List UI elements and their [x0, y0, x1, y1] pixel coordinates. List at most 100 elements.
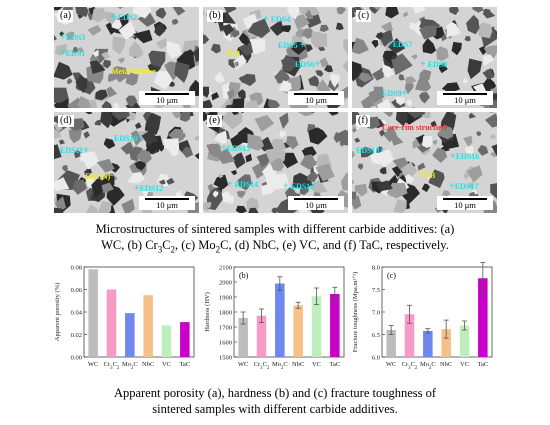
bar: [330, 294, 340, 357]
x-tick-label: NbC: [292, 361, 304, 368]
eds-marker: EDS6+: [295, 59, 321, 70]
panel-label: (e): [207, 115, 223, 127]
x-tick-label: Cr3C2: [402, 361, 418, 371]
x-tick-label: WC: [386, 361, 396, 368]
bar: [256, 315, 267, 357]
micrograph-e: (e) +EDS15 + EDS14 + EDS13 10 μm: [203, 112, 348, 213]
caption-line: sintered samples with different carbide …: [152, 402, 398, 416]
bar: [293, 305, 303, 357]
bar: [106, 289, 117, 357]
x-tick-label: NbC: [440, 361, 452, 368]
eds-marker: EDS5 +: [278, 40, 306, 51]
eds-marker: +EDS16: [450, 151, 480, 162]
bar: [478, 278, 488, 357]
scale-bar: 10 μm: [139, 91, 195, 105]
chart-fracture-toughness: 6.0 6.5 7.0 7.5 8.0 Fracture toughness (Mpa.m…: [348, 259, 498, 384]
x-tick-label: Cr3C2: [254, 361, 270, 371]
bar: [275, 283, 285, 357]
plot-frame: [233, 266, 345, 358]
eds-marker: + EDS2: [110, 12, 138, 23]
y-tick-label: 1800: [219, 310, 232, 317]
y-tick-label: 1500: [219, 355, 232, 362]
x-tick-label: Mo2C: [122, 361, 138, 371]
eds-marker: +EDS17: [449, 181, 479, 192]
y-axis-label: Fracture toughness (Mpa.m¹ᐟ²): [352, 272, 359, 352]
y-tick-label: 0.00: [71, 355, 82, 362]
caption-line: Microstructures of sintered samples with…: [95, 222, 455, 236]
y-tick-label: 7.0: [372, 310, 380, 317]
bar: [161, 325, 172, 357]
x-tick-label: VC: [162, 361, 171, 368]
caption-microstructures: Microstructures of sintered samples with…: [0, 221, 550, 258]
scale-bar: 10 μm: [288, 196, 344, 210]
bar: [459, 325, 470, 357]
chart-svg: 1500 1600 1700 1800 1900 2000 2100 Hardness (HV…: [204, 265, 345, 371]
bar: [88, 269, 98, 357]
y-axis-label: Hardness (HV): [204, 292, 211, 332]
caption-properties: Apparent porosity (a), hardness (b) and …: [0, 385, 550, 417]
eds-marker: +EDS3: [60, 32, 86, 43]
x-tick-label: WC: [238, 361, 248, 368]
plot-frame: [381, 266, 493, 358]
eds-marker: +EDS12: [134, 183, 164, 194]
chart-svg: 6.0 6.5 7.0 7.5 8.0 Fracture toughness (Mpa.m…: [352, 262, 493, 371]
x-tick-label: Mo2C: [420, 361, 436, 371]
y-axis-label: Apparent porosity (%): [54, 283, 61, 341]
scale-bar: 10 μm: [139, 196, 195, 210]
micrograph-b: (b) + EDS4 EDS5 + EDS6+ Ti₂B 10 μm: [203, 7, 348, 108]
bar: [386, 330, 396, 357]
panel-label: (a): [58, 10, 74, 22]
x-tick-label: VC: [312, 361, 321, 368]
x-tick-label: TaC: [329, 361, 340, 368]
eds-marker: + EDS8: [420, 59, 448, 70]
phase-annotation: Ti₂B: [420, 171, 436, 180]
chart-panel-label: (c): [387, 271, 396, 280]
scale-bar: 10 μm: [437, 196, 493, 210]
phase-annotation: Ti₂B: [225, 49, 241, 58]
bar: [404, 314, 415, 357]
micrograph-a: (a) + EDS2 +EDS3 +EDS1 Metal binder 10 μ…: [54, 7, 199, 108]
x-tick-label: NbC: [142, 361, 154, 368]
y-tick-label: 1600: [219, 340, 232, 347]
y-tick-label: 0.02: [71, 332, 82, 339]
chart-apparent-porosity: 0.00 0.02 0.04 0.06 0.08 Apparent porosity (%…: [50, 259, 200, 384]
panel-label: (d): [58, 115, 74, 127]
y-tick-label: 6.0: [372, 355, 380, 362]
caption-line: WC, (b) Cr3C2, (c) Mo2C, (d) NbC, (e) VC…: [101, 238, 449, 255]
micrograph-f: (f) Core-rim structure EDS18+ +EDS16 +ED…: [352, 112, 497, 213]
eds-marker: EDS10+: [114, 133, 144, 144]
x-tick-label: TaC: [179, 361, 190, 368]
y-tick-label: 2100: [219, 265, 232, 272]
panel-label: (c): [356, 10, 372, 22]
y-tick-label: 0.08: [71, 265, 82, 272]
eds-marker: + EDS4: [263, 14, 291, 25]
eds-marker: EDS11+: [60, 145, 89, 156]
bar: [238, 318, 248, 357]
scale-bar: 10 μm: [288, 91, 344, 105]
phase-annotation: Metal binder: [111, 67, 156, 76]
chart-panel-label: (b): [239, 271, 249, 280]
phase-annotation: Ti(C,N): [84, 172, 111, 181]
micrograph-c: (c) +EDS7 + EDS8 EDS9+ 10 μm: [352, 7, 497, 108]
eds-marker: + EDS14: [227, 179, 259, 190]
chart-hardness: 1500 1600 1700 1800 1900 2000 2100 Hardness (HV…: [200, 259, 348, 384]
microstructure-figure: (a) + EDS2 +EDS3 +EDS1 Metal binder 10 μ…: [54, 7, 497, 213]
bar: [423, 330, 433, 357]
y-tick-label: 0.06: [71, 287, 83, 294]
bar: [125, 313, 135, 357]
bar: [441, 329, 451, 357]
y-tick-label: 0.04: [71, 310, 83, 317]
panel-label: (f): [356, 115, 370, 127]
bar: [311, 296, 322, 357]
scale-bar: 10 μm: [437, 91, 493, 105]
y-tick-label: 1900: [219, 295, 232, 302]
panel-label: (b): [207, 10, 223, 22]
x-tick-label: TaC: [477, 361, 488, 368]
y-tick-label: 2000: [219, 280, 232, 287]
eds-marker: EDS9+: [382, 88, 408, 99]
eds-marker: +EDS1: [60, 48, 86, 59]
eds-marker: + EDS13: [283, 181, 315, 192]
micrograph-d: (d) EDS10+ EDS11+ +EDS12 Ti(C,N) 10 μm: [54, 112, 199, 213]
x-tick-label: Mo2C: [272, 361, 288, 371]
chart-svg: 0.00 0.02 0.04 0.06 0.08 Apparent porosity (%…: [54, 265, 195, 371]
